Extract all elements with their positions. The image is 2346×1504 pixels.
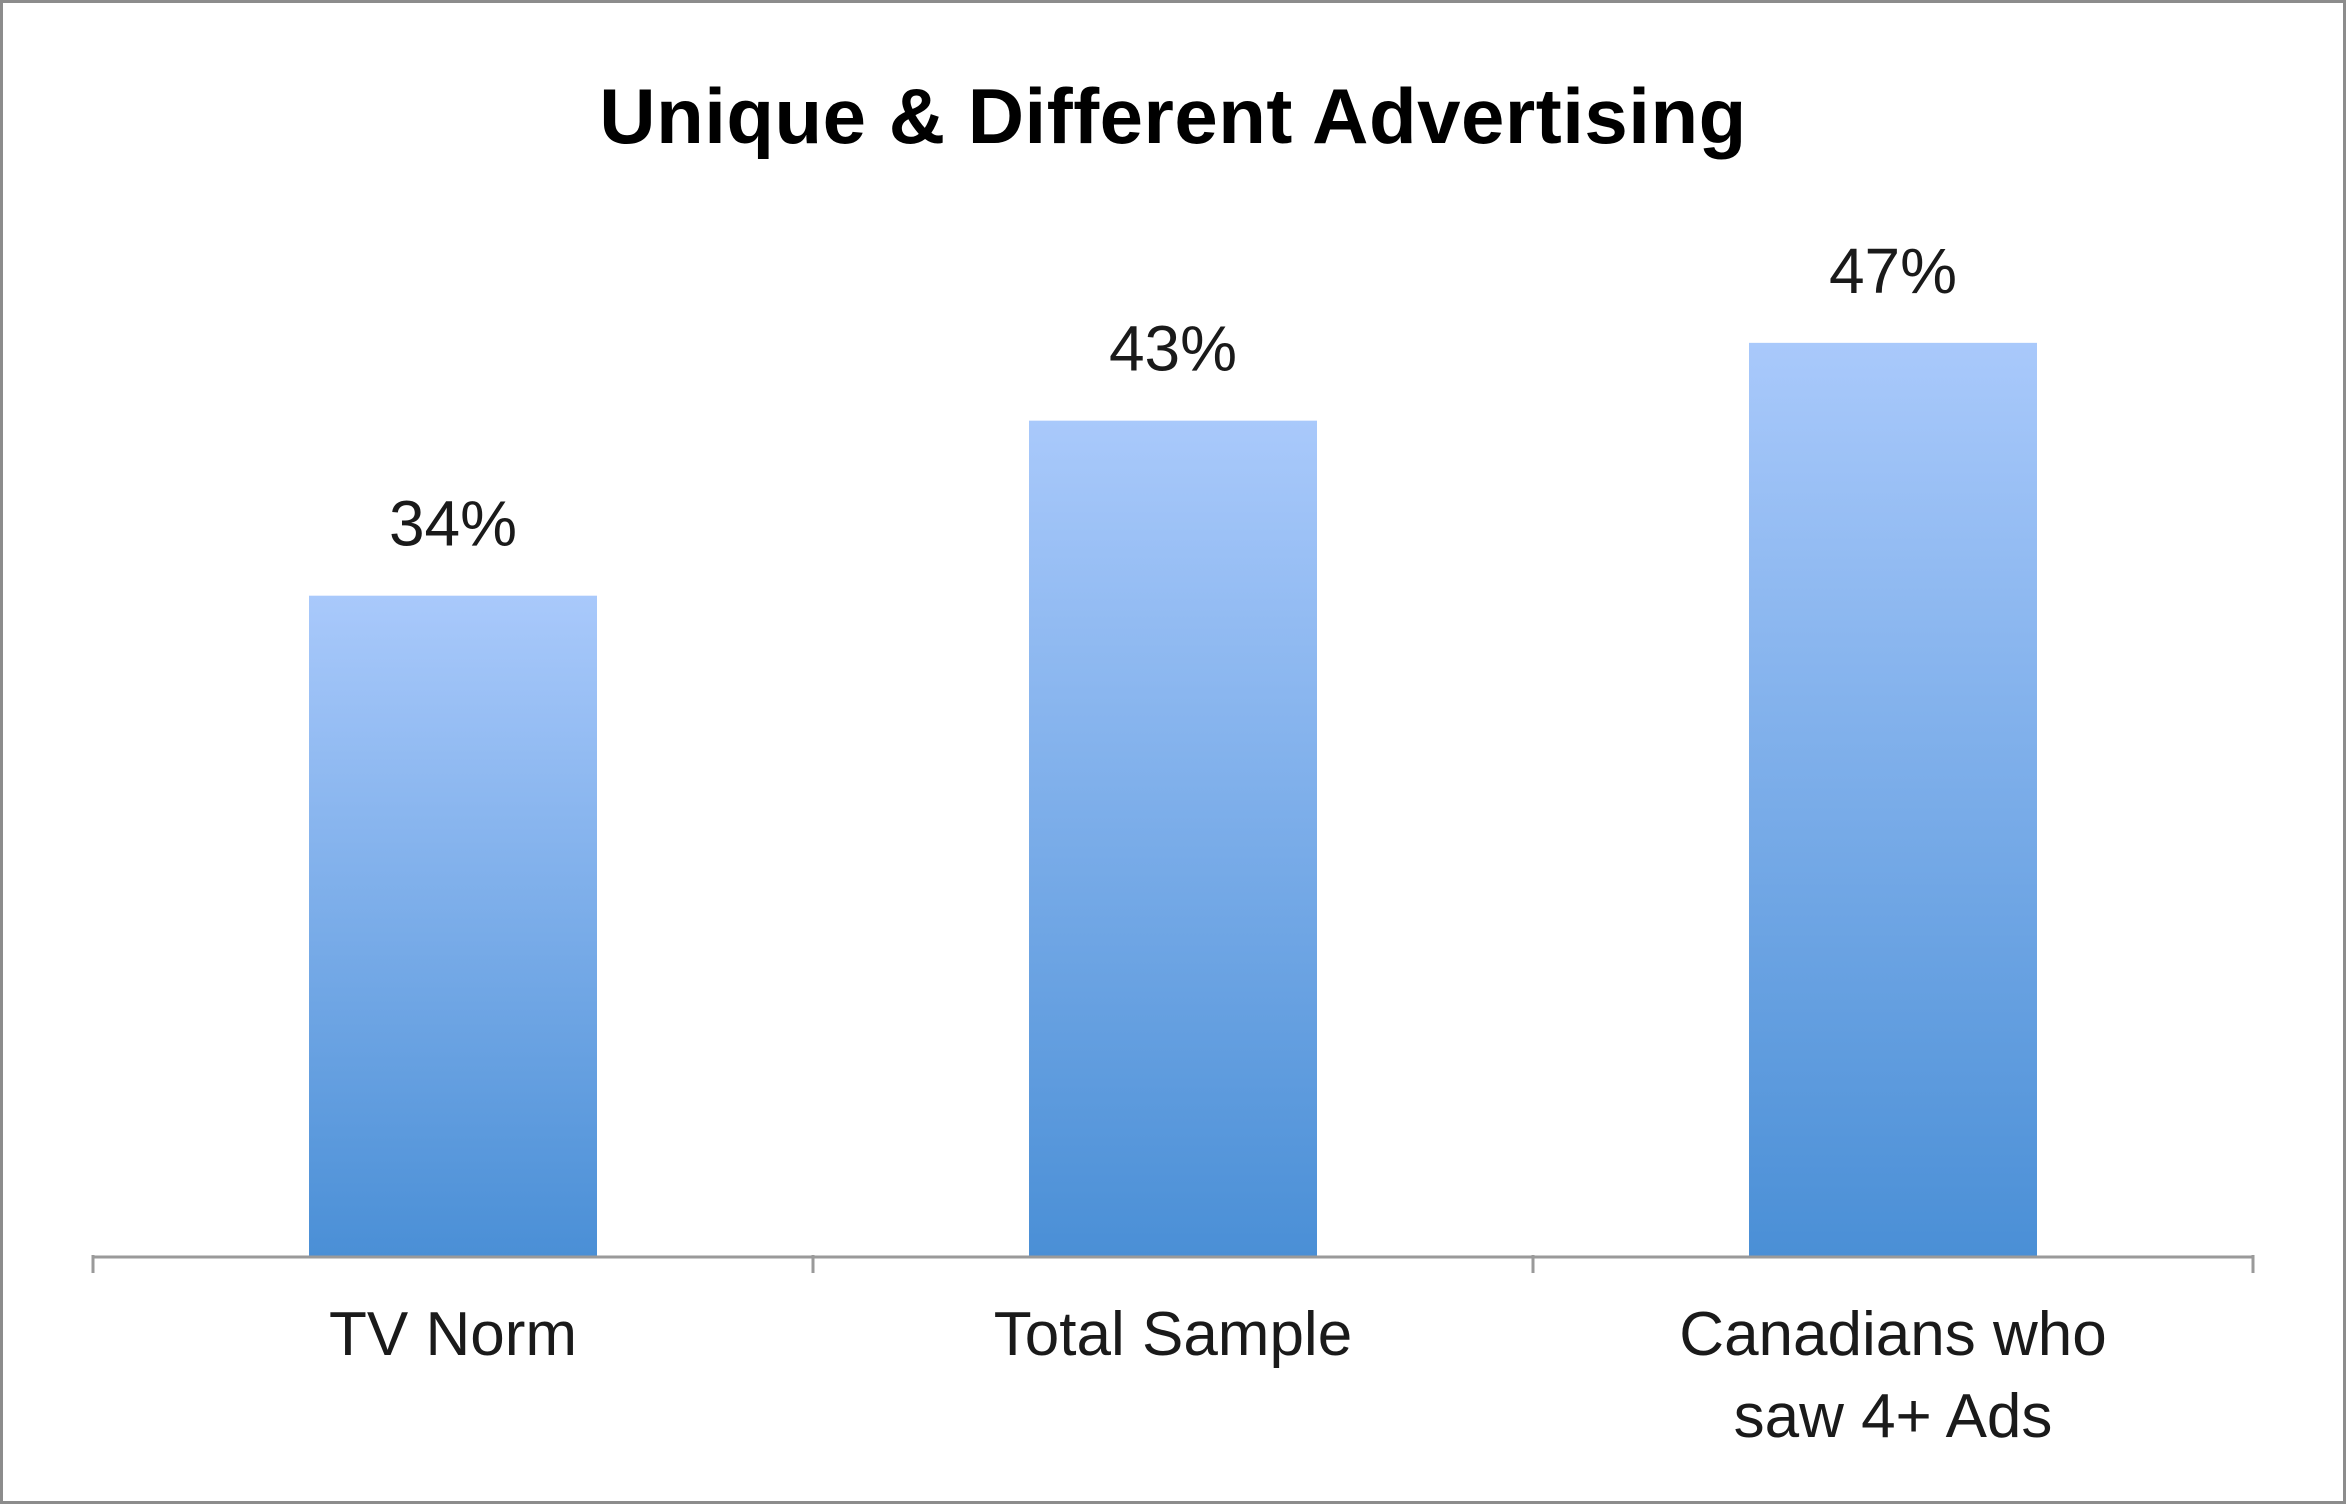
bar xyxy=(1029,420,1317,1257)
x-tick-label: Canadians who saw 4+ Ads xyxy=(1679,1300,2106,1451)
chart-title: Unique & Different Advertising xyxy=(599,72,1747,160)
bar-value-label: 43% xyxy=(1109,313,1237,385)
bar-value-label: 34% xyxy=(389,488,517,560)
bar-value-label: 47% xyxy=(1829,235,1957,307)
bar xyxy=(1749,342,2037,1258)
x-tick-label: Total Sample xyxy=(994,1300,1352,1369)
x-tick-label: TV Norm xyxy=(329,1300,577,1369)
bar xyxy=(309,595,597,1257)
bar-chart: 34% TV Norm 43% Total Sample 47% Canadians wh… xyxy=(91,235,2255,1451)
